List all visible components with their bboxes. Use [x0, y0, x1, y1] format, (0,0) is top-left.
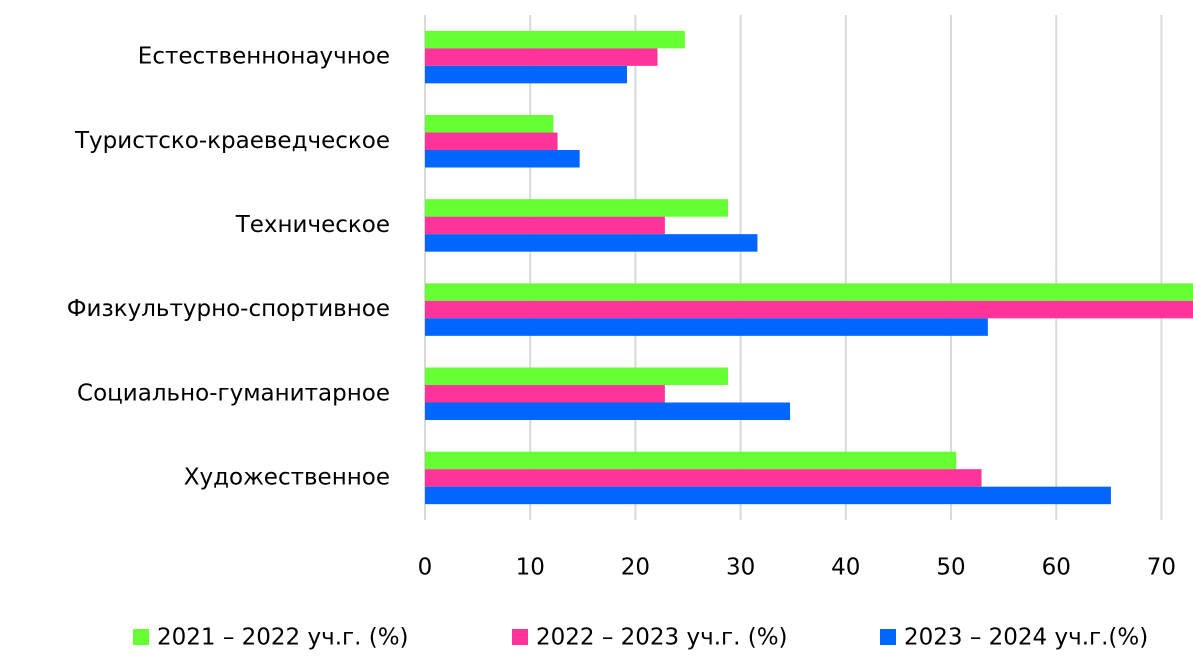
bar — [425, 199, 728, 217]
y-tick-label: Художественное — [184, 464, 390, 490]
bar — [425, 318, 988, 336]
bar — [425, 385, 665, 403]
bar — [425, 283, 1193, 301]
y-tick-label: Естественнонаучное — [138, 44, 390, 70]
bar — [425, 486, 1111, 505]
legend-swatch — [880, 629, 896, 645]
legend-label: 2022 – 2023 уч.г. (%) — [536, 625, 788, 651]
y-tick-label: Физкультурно-спортивное — [67, 296, 390, 322]
x-tick-label: 50 — [936, 555, 965, 581]
x-tick-label: 40 — [831, 555, 860, 581]
bar — [425, 234, 758, 252]
legend-swatch — [512, 629, 528, 645]
bar — [425, 150, 580, 168]
y-tick-label: Социально-гуманитарное — [77, 380, 390, 406]
bar — [425, 451, 957, 470]
bar — [425, 48, 658, 66]
legend-label: 2021 – 2022 уч.г. (%) — [157, 625, 409, 651]
bar — [425, 402, 791, 420]
legend-swatch — [133, 629, 149, 645]
bar — [425, 30, 685, 49]
x-tick-label: 0 — [418, 555, 433, 581]
bar — [425, 65, 627, 84]
y-tick-label: Туристско-краеведческое — [74, 128, 390, 154]
bar — [425, 300, 1193, 319]
x-tick-label: 70 — [1147, 555, 1176, 581]
x-tick-label: 30 — [726, 555, 755, 581]
bar — [425, 367, 728, 385]
x-tick-label: 10 — [516, 555, 545, 581]
bar — [425, 115, 554, 133]
x-tick-label: 20 — [621, 555, 650, 581]
bar — [425, 132, 558, 150]
y-tick-label: Техническое — [235, 212, 390, 238]
bar — [425, 469, 982, 487]
bar — [425, 216, 665, 235]
x-tick-label: 60 — [1042, 555, 1071, 581]
legend-label: 2023 – 2024 уч.г.(%) — [904, 625, 1148, 651]
